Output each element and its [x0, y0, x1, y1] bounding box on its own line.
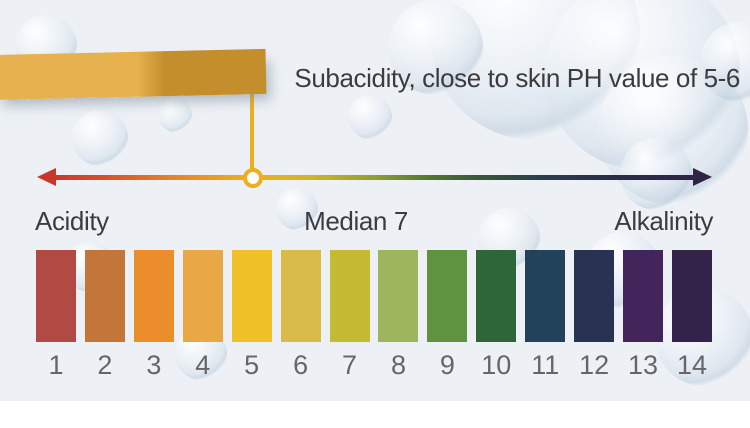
- ph-scale-item: 2: [84, 250, 125, 380]
- gradient-arrow-body: [54, 175, 698, 180]
- ph-color-swatch: [525, 250, 566, 342]
- ph-color-swatch: [84, 250, 125, 342]
- ph-color-swatch: [623, 250, 664, 342]
- ph-color-swatch: [280, 250, 321, 342]
- ph-color-swatch: [574, 250, 615, 342]
- ph-number-label: 1: [48, 350, 64, 380]
- ph-number-label: 14: [676, 350, 707, 380]
- ph-number-label: 6: [293, 350, 309, 380]
- ph-number-label: 12: [579, 350, 610, 380]
- ph-color-swatch: [133, 250, 174, 342]
- ph-scale-item: 13: [623, 250, 664, 380]
- ph-scale-item: 10: [476, 250, 517, 380]
- ph-scale-item: 8: [378, 250, 419, 380]
- test-strip: [0, 48, 267, 101]
- ph-number-label: 4: [195, 350, 211, 380]
- ph-color-swatch: [182, 250, 223, 342]
- ph-number-label: 7: [342, 350, 358, 380]
- axis-label-median: Median 7: [304, 206, 408, 236]
- ph-color-swatch: [427, 250, 468, 342]
- ph-color-swatch: [329, 250, 370, 342]
- ph-scale-item: 1: [36, 250, 76, 379]
- axis-label-alkalinity: Alkalinity: [614, 206, 713, 236]
- bubble-decoration: [348, 95, 392, 139]
- marker-line: [250, 92, 254, 172]
- bottom-white-band: [0, 401, 750, 428]
- ph-color-swatch: [36, 250, 76, 342]
- axis-label-acidity: Acidity: [35, 206, 109, 236]
- ph-number-label: 8: [390, 350, 406, 380]
- ph-scale-item: 12: [574, 250, 615, 380]
- bubble-decoration: [158, 98, 192, 132]
- ph-number-label: 10: [481, 350, 512, 380]
- ph-scale-item: 11: [525, 250, 566, 380]
- annotation-text: Subacidity, close to skin PH value of 5-…: [294, 63, 740, 93]
- ph-scale-item: 5: [231, 250, 272, 380]
- ph-scale-item: 7: [329, 250, 370, 380]
- arrowhead-left-icon: [37, 168, 56, 186]
- ph-color-swatch: [671, 250, 712, 342]
- marker-dot: [243, 168, 263, 188]
- arrowhead-right-icon: [693, 168, 712, 186]
- ph-scale-item: 4: [182, 250, 223, 380]
- ph-number-label: 11: [531, 350, 560, 380]
- ph-color-swatch: [476, 250, 517, 342]
- bubble-decoration: [620, 138, 692, 210]
- ph-scale-row: 1 2 3 4 5 6 7 8 9 10 11 12 13 14: [36, 250, 712, 379]
- ph-scale-item: 14: [671, 250, 712, 380]
- ph-number-label: 3: [146, 350, 162, 380]
- ph-color-swatch: [378, 250, 419, 342]
- ph-scale-item: 6: [280, 250, 321, 380]
- ph-number-label: 13: [628, 350, 659, 380]
- ph-color-swatch: [231, 250, 272, 342]
- bubble-decoration: [72, 110, 128, 166]
- ph-scale-item: 3: [133, 250, 174, 380]
- ph-number-label: 5: [244, 350, 260, 380]
- ph-number-label: 2: [97, 350, 113, 380]
- ph-number-label: 9: [439, 350, 455, 380]
- ph-scale-item: 9: [427, 250, 468, 380]
